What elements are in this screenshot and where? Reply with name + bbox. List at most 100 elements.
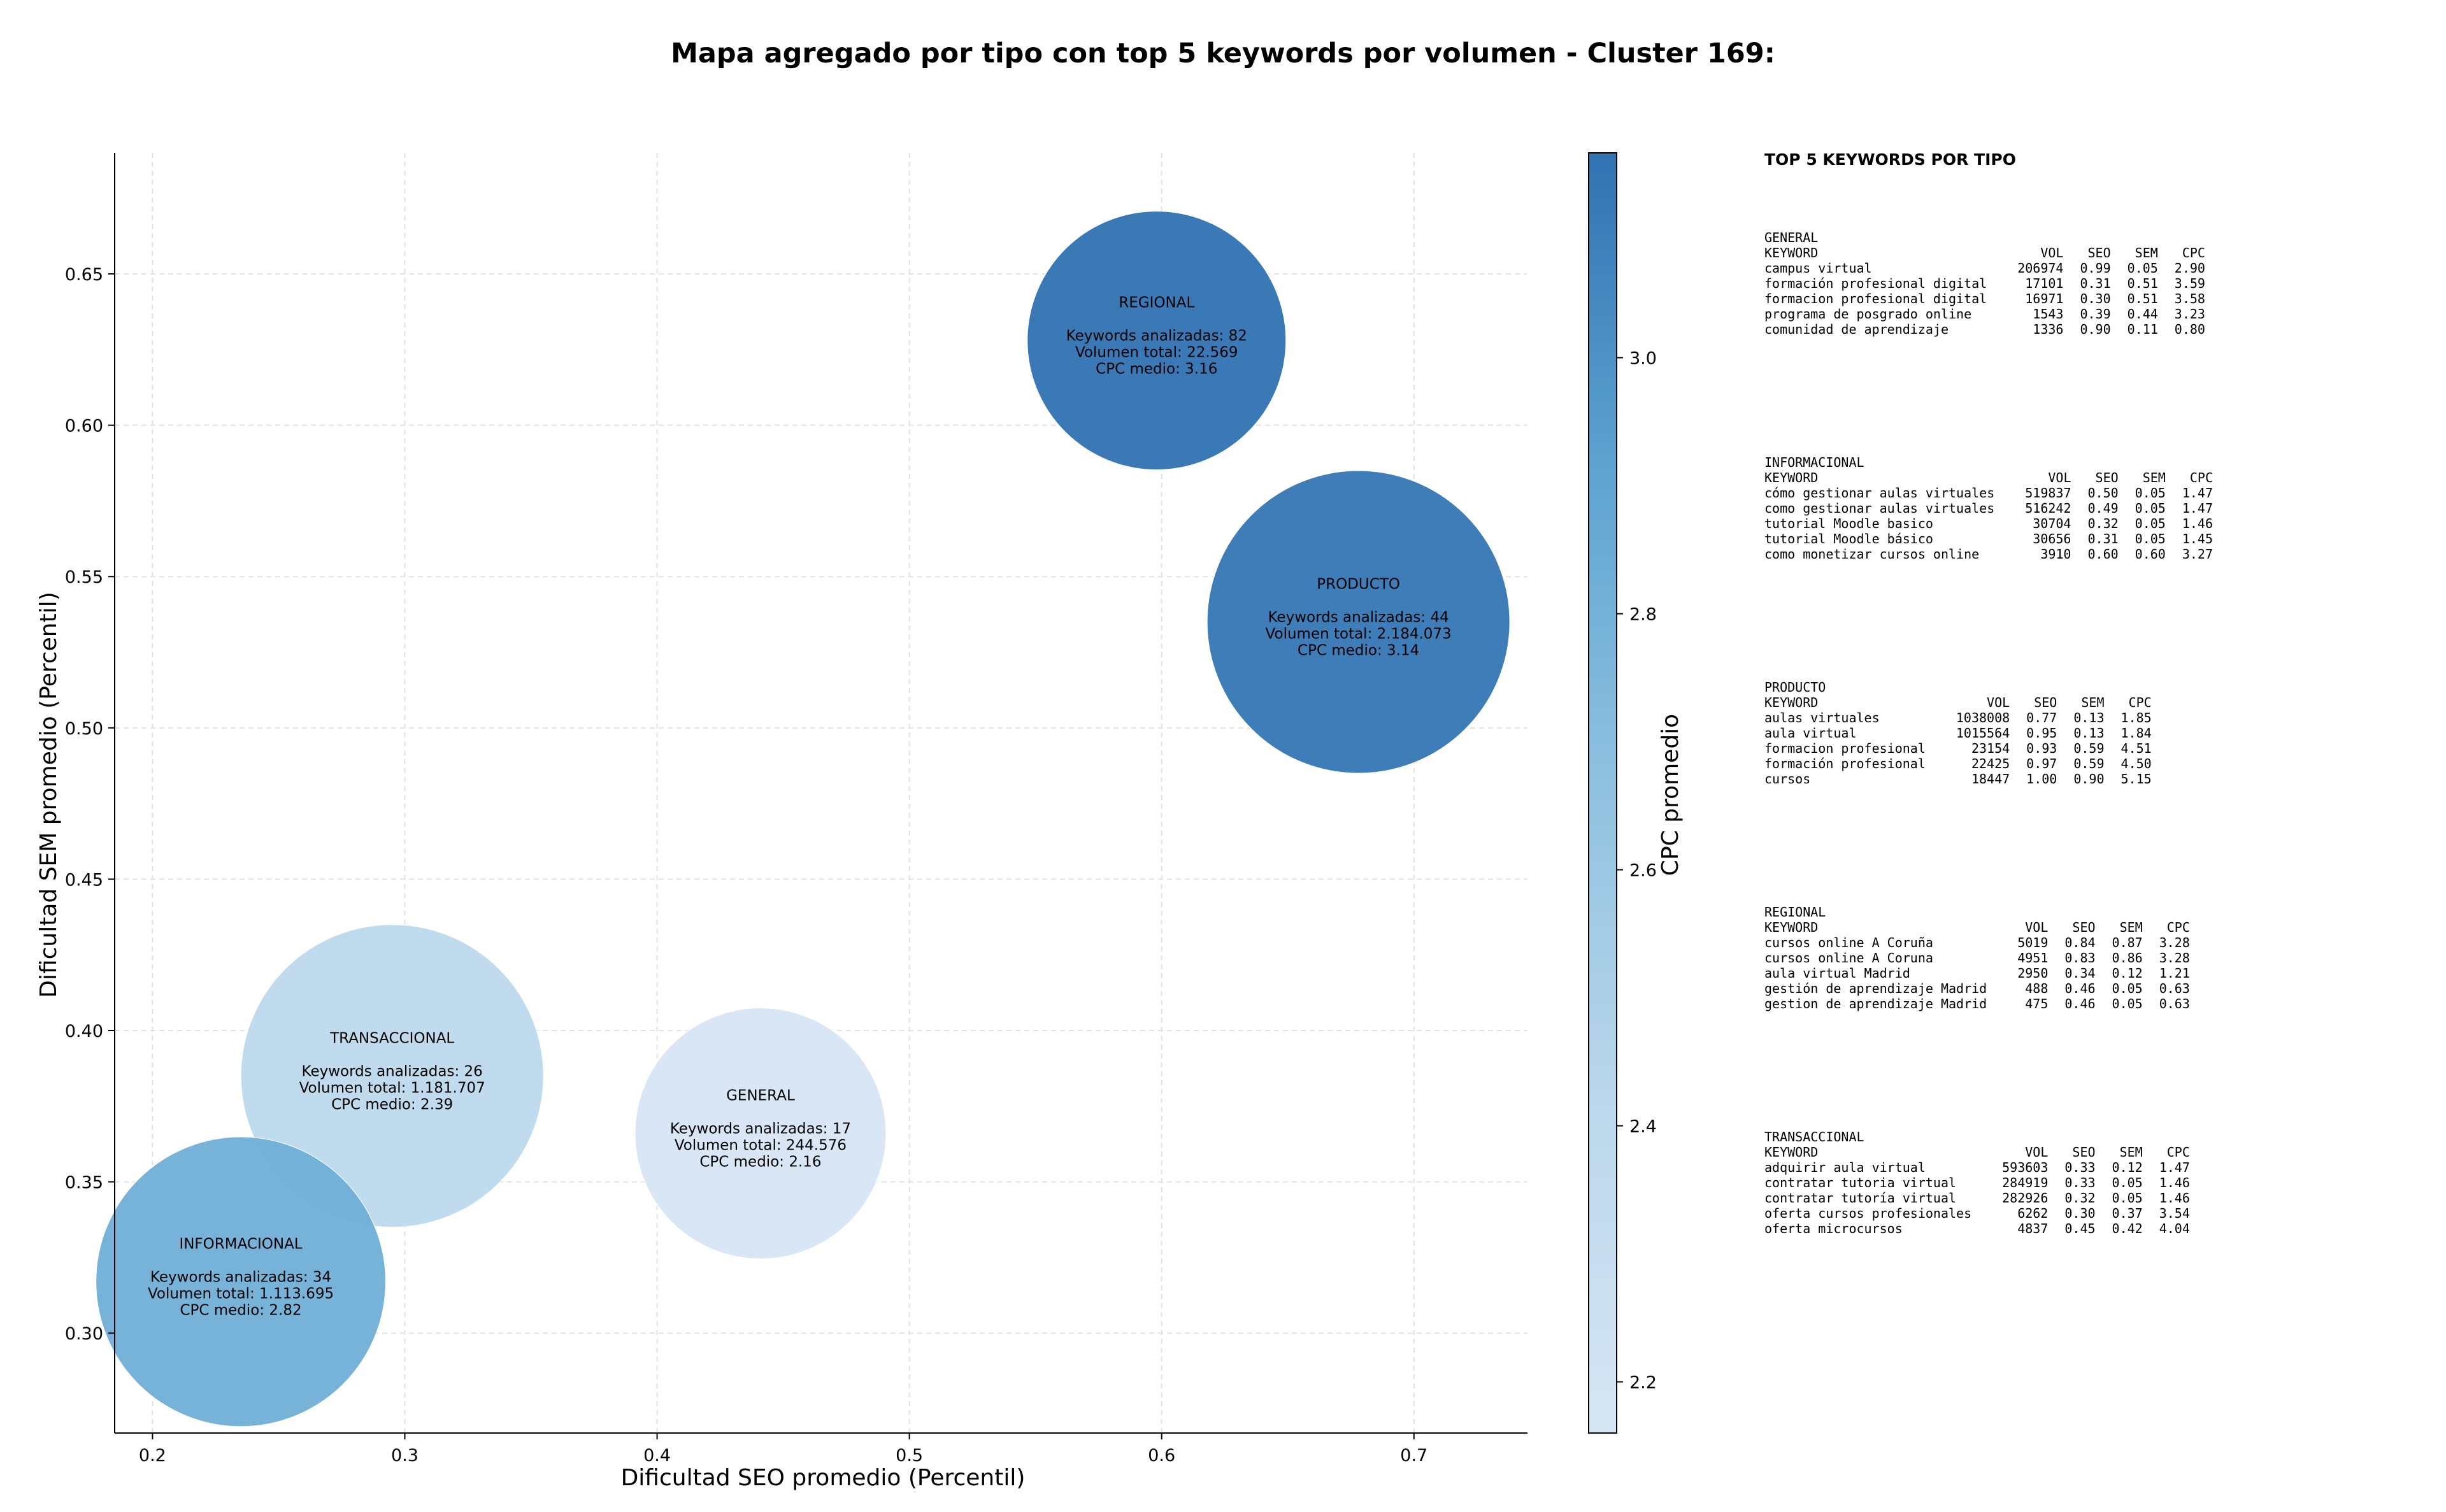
- keyword-table: KEYWORD VOL SEO SEM CPC cursos online A Coruñ…: [1764, 920, 2190, 1011]
- metric-cell: 284919: [2002, 1175, 2049, 1190]
- metric-cell: 0.90: [2073, 771, 2105, 787]
- y-tick-label: 0.45: [65, 870, 103, 890]
- colorbar-tick-label: 2.2: [1629, 1373, 1657, 1393]
- column-header: VOL: [2048, 470, 2071, 485]
- metric-cell: 4.51: [2121, 741, 2152, 756]
- metric-cell: 0.42: [2112, 1221, 2143, 1236]
- metric-cell: 3.27: [2182, 546, 2213, 562]
- column-header: VOL: [2025, 920, 2049, 935]
- metric-cell: 1.85: [2121, 710, 2152, 725]
- metric-cell: 3910: [2040, 546, 2071, 562]
- column-header: SEO: [2095, 470, 2119, 485]
- metric-cell: 0.63: [2159, 996, 2190, 1011]
- bubble-circle: [96, 1136, 386, 1427]
- axes: 0.2 0.3 0.4 0.5 0.6 0.7 0.30 0.35 0.40 0.45 0.50 0.…: [65, 153, 1527, 1466]
- metric-cell: 0.31: [2080, 276, 2111, 291]
- metric-cell: 0.05: [2112, 1175, 2143, 1190]
- column-header: KEYWORD: [1764, 695, 1819, 710]
- metric-cell: 0.45: [2064, 1221, 2096, 1236]
- keyword-row: oferta microcursos 4837 0.45 0.42 4.04: [1764, 1221, 2190, 1236]
- metric-cell: 0.32: [2087, 516, 2119, 531]
- metric-cell: 0.87: [2112, 935, 2143, 950]
- metric-cell: 3.59: [2174, 276, 2205, 291]
- keyword-row: comunidad de aprendizaje 1336 0.90 0.11 0.80: [1764, 322, 2205, 337]
- metric-cell: 4837: [2017, 1221, 2049, 1236]
- metric-cell: 0.12: [2112, 1160, 2143, 1175]
- keyword-cell: como monetizar cursos online: [1764, 546, 1980, 562]
- metric-cell: 0.83: [2064, 950, 2096, 966]
- metric-cell: 16971: [2025, 291, 2064, 306]
- bubble-keywords-label: Keywords analizadas: 44: [1268, 610, 1449, 626]
- metric-cell: 3.28: [2159, 935, 2190, 950]
- metric-cell: 0.84: [2064, 935, 2096, 950]
- keyword-row: contratar tutoría virtual 282926 0.32 0.05 1…: [1764, 1190, 2190, 1206]
- keyword-cell: cursos online A Coruna: [1764, 950, 1933, 966]
- keyword-group-regional: REGIONAL KEYWORD VOL SEO SEM CPC cursos online…: [1764, 904, 2190, 1011]
- metric-cell: 4.04: [2159, 1221, 2190, 1236]
- metric-cell: 0.60: [2087, 546, 2119, 562]
- metric-cell: 3.58: [2174, 291, 2205, 306]
- bubble-name: GENERAL: [726, 1088, 795, 1104]
- metric-cell: 0.11: [2127, 322, 2158, 337]
- metric-cell: 3.28: [2159, 950, 2190, 966]
- metric-cell: 475: [2025, 996, 2049, 1011]
- metric-cell: 0.86: [2112, 950, 2143, 966]
- metric-cell: 3.23: [2174, 306, 2205, 322]
- metric-cell: 593603: [2002, 1160, 2049, 1175]
- column-header: KEYWORD: [1764, 470, 1819, 485]
- metric-cell: 23154: [1971, 741, 2010, 756]
- metric-cell: 30704: [2033, 516, 2071, 531]
- metric-cell: 0.59: [2073, 756, 2105, 771]
- metric-cell: 1.47: [2159, 1160, 2190, 1175]
- bubble-transaccional: TRANSACCIONAL Keywords analizadas: 26Volu…: [240, 924, 544, 1228]
- column-header: KEYWORD: [1764, 1145, 1819, 1160]
- metric-cell: 0.34: [2064, 966, 2096, 981]
- column-header: KEYWORD: [1764, 245, 1819, 260]
- keyword-row: contratar tutoria virtual 284919 0.33 0.05 1…: [1764, 1175, 2190, 1190]
- keyword-cell: formación profesional digital: [1764, 276, 1987, 291]
- keyword-cell: aula virtual Madrid: [1764, 966, 1910, 981]
- metric-cell: 1336: [2033, 322, 2064, 337]
- bubble-keywords-label: Keywords analizadas: 34: [150, 1269, 331, 1285]
- column-header: SEM: [2119, 1145, 2143, 1160]
- metric-cell: 1.46: [2159, 1175, 2190, 1190]
- column-header: CPC: [2182, 245, 2205, 260]
- metric-cell: 0.13: [2073, 710, 2105, 725]
- column-header: KEYWORD: [1764, 920, 1819, 935]
- metric-cell: 282926: [2002, 1190, 2049, 1206]
- bubble-name: INFORMACIONAL: [179, 1236, 302, 1252]
- metric-cell: 2950: [2017, 966, 2049, 981]
- metric-cell: 0.77: [2026, 710, 2057, 725]
- bubble-cpc-label: CPC medio: 3.16: [1096, 361, 1217, 378]
- keyword-row: adquirir aula virtual 593603 0.33 0.12 1.47: [1764, 1160, 2190, 1175]
- metric-cell: 0.39: [2080, 306, 2111, 322]
- bubble-name: PRODUCTO: [1317, 576, 1400, 593]
- colorbar-tick-label: 2.4: [1629, 1117, 1657, 1137]
- bubble-keywords-label: Keywords analizadas: 82: [1066, 328, 1247, 345]
- metric-cell: 1.45: [2182, 531, 2213, 546]
- colorbar-label: CPC promedio: [1657, 714, 1684, 876]
- metric-cell: 3.54: [2159, 1206, 2190, 1221]
- keyword-row: formación profesional 22425 0.97 0.59 4.50: [1764, 756, 2152, 771]
- metric-cell: 22425: [1971, 756, 2010, 771]
- bubble-volume-label: Volumen total: 22.569: [1075, 345, 1238, 361]
- metric-cell: 0.51: [2127, 276, 2158, 291]
- top-keywords-panel: TOP 5 KEYWORDS POR TIPO GENERAL KEYWORD VO…: [1764, 150, 2427, 1236]
- keyword-row: gestion de aprendizaje Madrid 475 0.46 0.05…: [1764, 996, 2190, 1011]
- column-header: SEM: [2135, 245, 2158, 260]
- metric-cell: 488: [2025, 981, 2049, 996]
- keyword-group-informacional: INFORMACIONAL KEYWORD VOL SEO SEM CPC cómo ges…: [1764, 455, 2213, 562]
- keyword-table: KEYWORD VOL SEO SEM CPC campus virtual 206974 0…: [1764, 245, 2205, 337]
- keyword-table: KEYWORD VOL SEO SEM CPC aulas virtuales 103800…: [1764, 695, 2152, 787]
- metric-cell: 1.46: [2159, 1190, 2190, 1206]
- metric-cell: 1543: [2033, 306, 2064, 322]
- keyword-row: campus virtual 206974 0.99 0.05 2.90: [1764, 260, 2205, 276]
- metric-cell: 0.05: [2135, 516, 2166, 531]
- keyword-row: tutorial Moodle básico 30656 0.31 0.05 1.45: [1764, 531, 2213, 546]
- metric-cell: 0.59: [2073, 741, 2105, 756]
- metric-cell: 0.97: [2026, 756, 2057, 771]
- x-tick-label: 0.7: [1400, 1446, 1427, 1466]
- metric-cell: 519837: [2025, 485, 2071, 501]
- metric-cell: 0.90: [2080, 322, 2111, 337]
